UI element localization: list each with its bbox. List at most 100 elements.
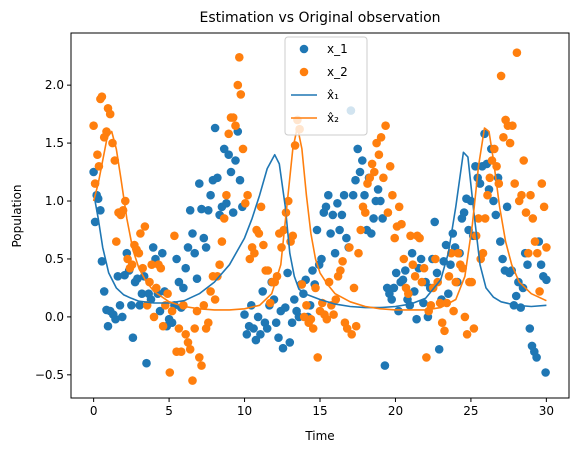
data-point-x2 bbox=[542, 243, 551, 252]
data-point-x2 bbox=[370, 167, 379, 177]
data-point-x1 bbox=[328, 210, 338, 220]
legend-label: x̂₁ bbox=[327, 88, 339, 102]
data-point-x1 bbox=[489, 196, 498, 206]
data-point-x2 bbox=[390, 233, 400, 243]
data-point-x1 bbox=[240, 310, 249, 319]
data-point-x2 bbox=[408, 260, 418, 270]
data-point-x2 bbox=[97, 92, 107, 101]
legend-box bbox=[284, 36, 368, 136]
data-point-x2 bbox=[181, 330, 190, 339]
data-point-x2 bbox=[485, 173, 495, 183]
data-point-x1 bbox=[158, 248, 167, 258]
data-point-x2 bbox=[219, 214, 229, 223]
data-point-x2 bbox=[241, 199, 250, 208]
data-point-x2 bbox=[105, 109, 115, 119]
estimate-line-2 bbox=[92, 126, 547, 311]
data-point-x2 bbox=[250, 248, 259, 258]
data-point-x1 bbox=[251, 335, 261, 345]
data-point-x1 bbox=[181, 263, 190, 273]
data-point-x1 bbox=[321, 202, 331, 212]
data-point-x1 bbox=[312, 225, 322, 235]
data-point-x2 bbox=[188, 376, 197, 385]
legend-marker bbox=[299, 44, 309, 54]
data-point-x2 bbox=[480, 214, 490, 223]
data-point-x2 bbox=[499, 133, 508, 142]
scatter-layer bbox=[89, 48, 551, 385]
chart-title: Estimation vs Original observation bbox=[199, 10, 440, 26]
data-point-x2 bbox=[215, 260, 224, 270]
data-point-x2 bbox=[165, 368, 175, 377]
data-point-x2 bbox=[474, 214, 483, 223]
data-point-x1 bbox=[326, 229, 335, 238]
data-point-x1 bbox=[271, 318, 281, 328]
data-point-x2 bbox=[483, 190, 492, 200]
data-point-x1 bbox=[369, 214, 378, 223]
data-point-x1 bbox=[224, 150, 233, 159]
data-point-x2 bbox=[210, 295, 220, 304]
data-point-x1 bbox=[274, 333, 283, 343]
data-point-x2 bbox=[195, 353, 204, 362]
data-point-x2 bbox=[331, 295, 341, 304]
data-point-x2 bbox=[478, 248, 488, 258]
data-point-x1 bbox=[204, 206, 213, 215]
data-point-x2 bbox=[372, 138, 381, 148]
data-point-x2 bbox=[460, 312, 470, 322]
data-point-x2 bbox=[519, 156, 528, 165]
data-point-x2 bbox=[437, 318, 447, 328]
data-point-x1 bbox=[256, 330, 265, 339]
data-point-x2 bbox=[158, 321, 168, 331]
data-point-x2 bbox=[415, 233, 424, 243]
data-point-x1 bbox=[262, 324, 272, 333]
data-point-x1 bbox=[416, 254, 426, 264]
data-point-x1 bbox=[285, 338, 295, 347]
y-tick-label: 0.0 bbox=[45, 310, 64, 324]
data-point-x2 bbox=[170, 231, 179, 241]
data-point-x2 bbox=[308, 324, 318, 333]
data-point-x2 bbox=[112, 237, 121, 246]
data-point-x1 bbox=[419, 298, 428, 308]
data-point-x1 bbox=[228, 208, 238, 217]
data-point-x2 bbox=[535, 287, 544, 296]
y-tick-label: 0.5 bbox=[45, 252, 64, 266]
data-point-x1 bbox=[258, 287, 268, 296]
data-point-x2 bbox=[297, 280, 307, 289]
data-point-x1 bbox=[253, 312, 263, 322]
data-point-x1 bbox=[380, 361, 390, 370]
data-point-x2 bbox=[190, 324, 199, 333]
data-point-x2 bbox=[322, 314, 332, 324]
data-point-x2 bbox=[228, 113, 238, 122]
data-point-x2 bbox=[354, 248, 363, 258]
data-point-x1 bbox=[496, 237, 505, 246]
data-point-x1 bbox=[387, 295, 397, 304]
data-point-x1 bbox=[148, 243, 158, 252]
data-point-x1 bbox=[278, 343, 288, 353]
data-point-x2 bbox=[176, 347, 186, 357]
x-tick-label: 20 bbox=[388, 404, 403, 418]
data-point-x1 bbox=[128, 333, 138, 343]
data-point-x2 bbox=[426, 301, 436, 310]
data-point-x2 bbox=[417, 277, 427, 287]
data-point-x2 bbox=[163, 289, 172, 299]
data-point-x1 bbox=[475, 179, 485, 188]
data-point-x1 bbox=[90, 217, 100, 227]
data-point-x1 bbox=[206, 190, 215, 200]
data-point-x2 bbox=[347, 330, 357, 339]
data-point-x1 bbox=[516, 303, 525, 312]
data-point-x2 bbox=[528, 214, 538, 223]
data-point-x1 bbox=[190, 248, 199, 258]
data-point-x2 bbox=[329, 310, 338, 319]
data-point-x1 bbox=[351, 175, 360, 185]
data-point-x1 bbox=[89, 167, 98, 177]
data-point-x1 bbox=[317, 254, 326, 264]
data-point-x2 bbox=[435, 298, 445, 308]
data-point-x2 bbox=[376, 133, 386, 142]
data-point-x1 bbox=[348, 190, 358, 200]
data-point-x1 bbox=[335, 225, 344, 235]
data-point-x2 bbox=[388, 190, 397, 200]
data-point-x2 bbox=[397, 219, 406, 229]
x-tick-label: 0 bbox=[90, 404, 98, 418]
y-axis-label: Population bbox=[10, 184, 24, 247]
data-point-x1 bbox=[115, 301, 125, 310]
data-point-x2 bbox=[467, 277, 477, 287]
